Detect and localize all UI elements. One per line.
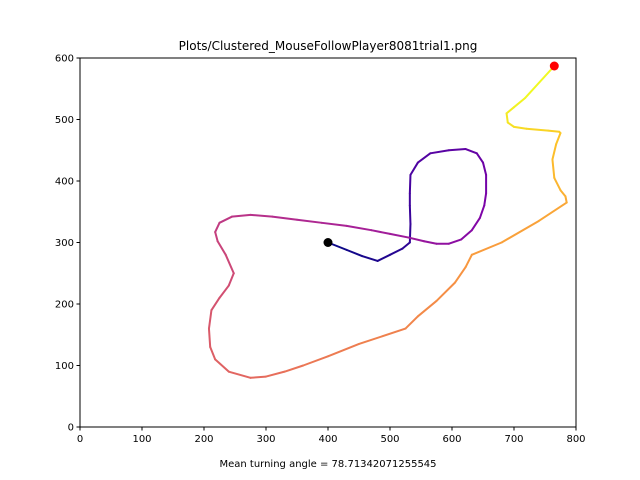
x-tick-label: 300 bbox=[256, 434, 275, 445]
trajectory-segment bbox=[265, 370, 286, 378]
y-tick-label: 0 bbox=[68, 423, 74, 434]
trajectory-segment bbox=[249, 375, 267, 379]
trajectory-segment bbox=[470, 241, 503, 256]
trajectory-segment bbox=[207, 309, 213, 330]
x-axis-label: Mean turning angle = 78.71342071255545 bbox=[219, 459, 436, 470]
trajectory-segment bbox=[513, 125, 528, 130]
trajectory-segment bbox=[209, 346, 217, 361]
trajectory-segment bbox=[227, 272, 235, 287]
trajectory-segment bbox=[224, 253, 235, 275]
y-tick-label: 500 bbox=[55, 115, 74, 126]
trajectory-segment bbox=[408, 204, 412, 226]
trajectory-segment bbox=[409, 161, 419, 176]
trajectory-segment bbox=[416, 152, 432, 164]
trajectory-segment bbox=[214, 231, 219, 243]
trajectory-segment bbox=[218, 215, 233, 224]
trajectory-segment bbox=[525, 127, 550, 132]
trajectory-segment bbox=[210, 296, 221, 312]
trajectory-segment bbox=[551, 158, 556, 179]
trajectory-segment bbox=[283, 364, 305, 373]
end-marker bbox=[549, 61, 559, 71]
axes-layer: 0 100 200 300 400 500 600 700 800 0 100 200 300 400 50… bbox=[55, 54, 586, 446]
trajectory-segment bbox=[564, 195, 568, 204]
y-tick-label: 200 bbox=[55, 300, 74, 311]
trajectory-segment bbox=[537, 201, 568, 222]
trajectory-segment bbox=[358, 327, 407, 345]
trajectory-segment bbox=[389, 232, 410, 239]
trajectory-segment bbox=[345, 224, 373, 232]
trajectory-segment bbox=[218, 284, 230, 299]
trajectory-segment bbox=[559, 189, 567, 198]
trajectory-segment bbox=[551, 143, 558, 161]
trajectory-segment bbox=[460, 229, 473, 241]
trajectory-segment bbox=[227, 370, 252, 379]
trajectory-segment bbox=[447, 238, 463, 245]
trajectory-segment bbox=[207, 327, 212, 349]
trajectory-segment bbox=[216, 240, 227, 256]
trajectory-segment bbox=[302, 355, 329, 367]
trajectory-segment bbox=[407, 236, 426, 243]
trajectory-segment bbox=[470, 216, 481, 232]
marker-layer bbox=[323, 61, 559, 247]
trajectory-segment bbox=[416, 299, 438, 318]
trajectory-segment bbox=[553, 176, 562, 192]
trajectory-segment bbox=[475, 152, 484, 164]
x-tick-label: 600 bbox=[442, 434, 461, 445]
trajectory-segment bbox=[524, 65, 556, 99]
trajectory-segment bbox=[214, 358, 230, 373]
trajectory-segment bbox=[429, 149, 450, 155]
trajectory-segment bbox=[435, 281, 457, 302]
trajectory-segment bbox=[423, 240, 438, 245]
x-tick-label: 500 bbox=[380, 434, 399, 445]
trajectory-layer bbox=[207, 65, 568, 379]
y-tick-label: 100 bbox=[55, 361, 74, 372]
trajectory-segment bbox=[327, 342, 360, 358]
trajectory-segment bbox=[464, 253, 473, 269]
trajectory-segment bbox=[370, 229, 391, 235]
trajectory-segment bbox=[271, 215, 298, 221]
trajectory-segment bbox=[506, 121, 515, 128]
trajectory-segment bbox=[389, 247, 404, 256]
trajectory-segment bbox=[345, 248, 364, 258]
trajectory-segment bbox=[482, 161, 488, 176]
x-tick-label: 0 bbox=[77, 434, 83, 445]
trajectory-segment bbox=[296, 218, 323, 224]
trajectory-segment bbox=[214, 221, 221, 234]
trajectory-segment bbox=[376, 253, 391, 262]
trajectory-segment bbox=[404, 315, 419, 330]
y-tick-label: 600 bbox=[55, 54, 74, 65]
trajectory-segment bbox=[547, 129, 561, 133]
y-tick-label: 300 bbox=[55, 238, 74, 249]
x-tick-label: 800 bbox=[566, 434, 585, 445]
trajectory-segment bbox=[454, 266, 467, 284]
y-tick-label: 400 bbox=[55, 177, 74, 188]
trajectory-segment bbox=[408, 223, 412, 244]
trajectory-segment bbox=[447, 148, 467, 152]
chart-title: Plots/Clustered_MouseFollowPlayer8081tri… bbox=[179, 39, 478, 53]
trajectory-segment bbox=[478, 204, 486, 219]
x-tick-label: 400 bbox=[318, 434, 337, 445]
trajectory-segment bbox=[408, 173, 412, 195]
trajectory-segment bbox=[555, 132, 562, 146]
trajectory-segment bbox=[505, 112, 509, 124]
trajectory-segment bbox=[230, 213, 252, 218]
start-marker bbox=[323, 238, 333, 247]
trajectory-segment bbox=[249, 213, 274, 218]
x-tick-label: 700 bbox=[504, 434, 523, 445]
trajectory-segment bbox=[464, 148, 478, 155]
trajectory-segment bbox=[505, 106, 515, 115]
trajectory-segment bbox=[401, 241, 411, 250]
trajectory-segment bbox=[513, 96, 527, 109]
x-tick-label: 100 bbox=[132, 434, 151, 445]
trajectory-segment bbox=[320, 221, 348, 227]
trajectory-segment bbox=[483, 192, 488, 207]
trajectory-segment bbox=[361, 255, 379, 262]
x-tick-label: 200 bbox=[194, 434, 213, 445]
trajectory-segment bbox=[500, 219, 540, 244]
